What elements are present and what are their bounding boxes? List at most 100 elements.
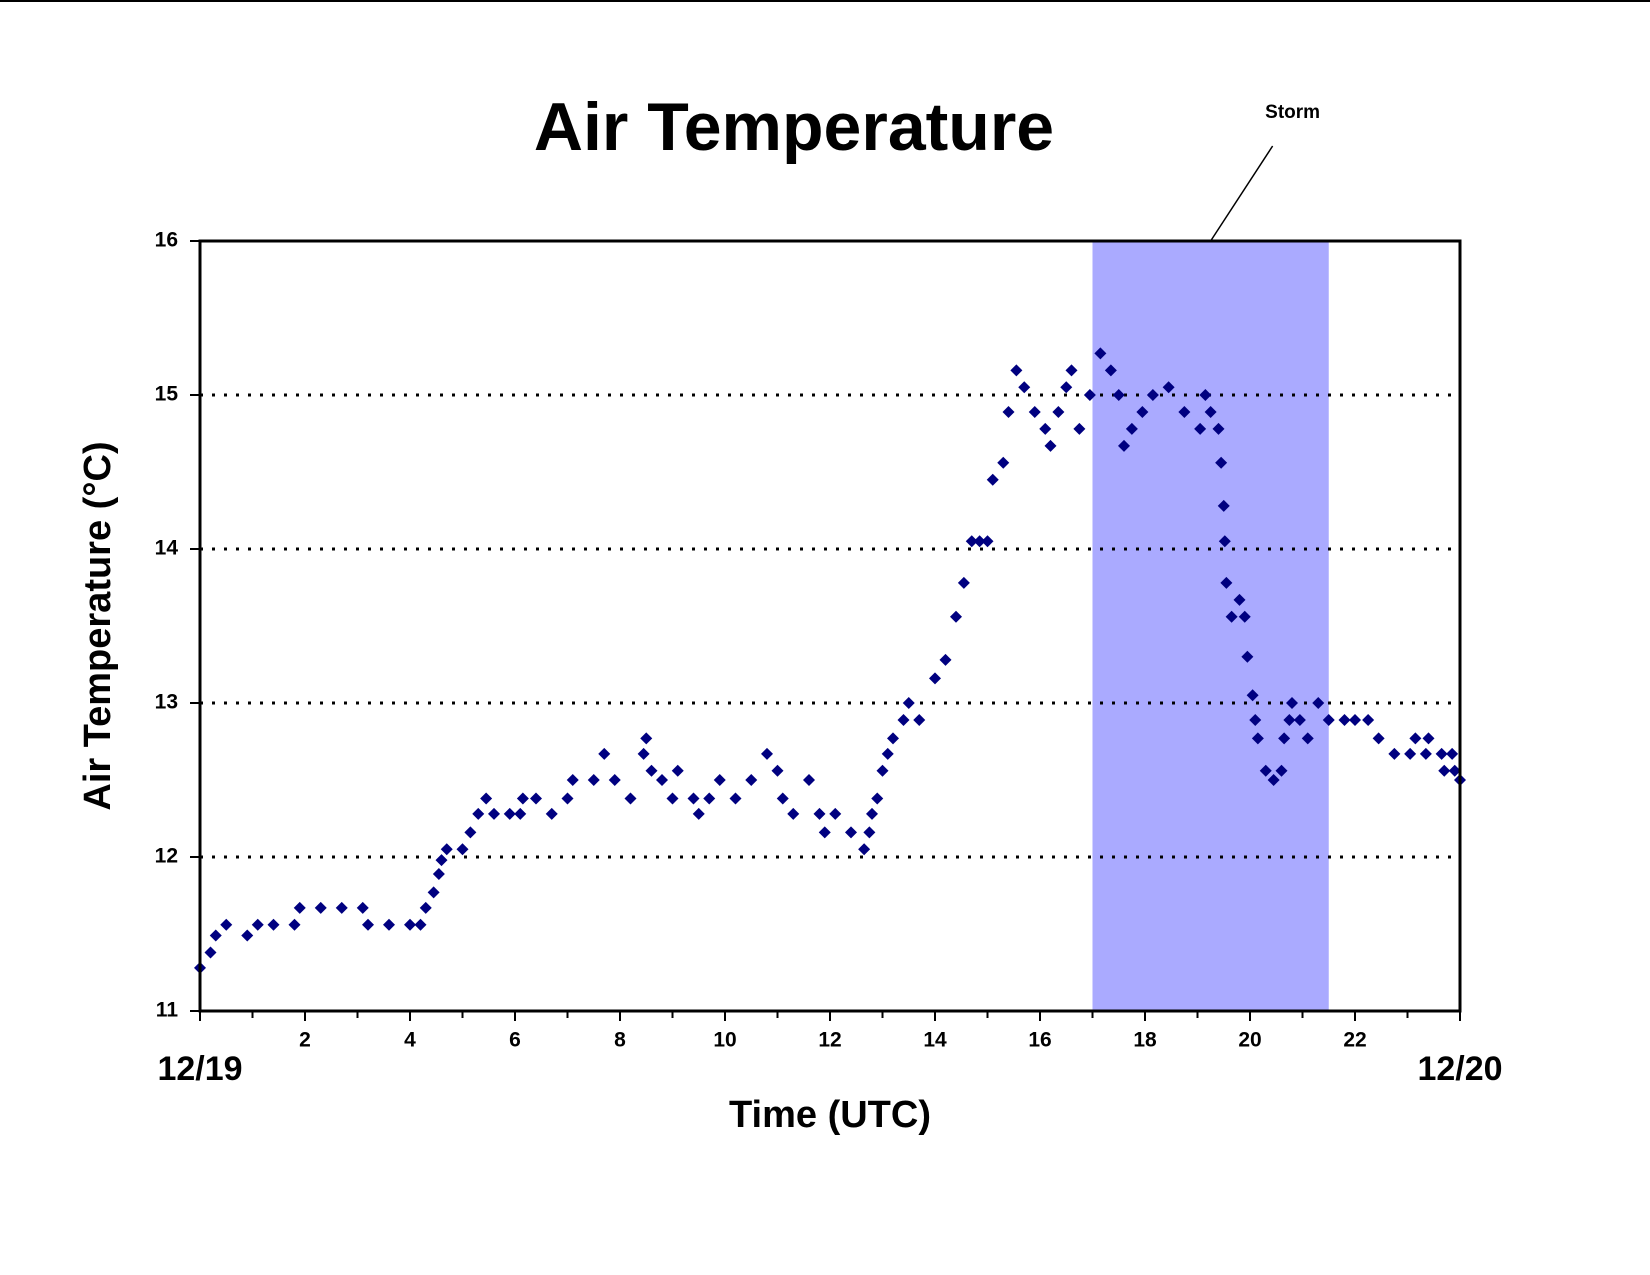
data-point — [472, 807, 485, 820]
data-point — [871, 792, 884, 805]
x-tick-label: 2 — [299, 1029, 311, 1052]
x-tick-label: 16 — [1028, 1029, 1051, 1052]
data-point — [957, 576, 970, 589]
data-point — [624, 792, 637, 805]
data-point — [1028, 405, 1041, 418]
data-point — [1246, 689, 1259, 702]
data-point — [666, 792, 679, 805]
data-point — [1073, 422, 1086, 435]
data-point — [939, 653, 952, 666]
data-point — [1312, 697, 1325, 709]
y-tick-label: 14 — [155, 537, 179, 560]
data-point — [516, 792, 529, 805]
data-point — [1065, 364, 1078, 377]
data-point — [503, 807, 516, 820]
data-point — [1275, 764, 1288, 777]
data-point — [427, 886, 440, 899]
data-point — [1199, 389, 1212, 401]
data-point — [1044, 439, 1057, 452]
data-point — [209, 929, 222, 942]
data-point — [986, 473, 999, 486]
x-date-label: 12/19 — [157, 1050, 242, 1088]
data-point — [671, 764, 684, 777]
data-point — [692, 807, 705, 820]
data-point — [1278, 732, 1291, 745]
data-point — [845, 826, 857, 839]
data-point — [1419, 747, 1432, 760]
data-point — [981, 535, 994, 548]
data-point — [1293, 713, 1306, 726]
data-point — [1283, 713, 1296, 726]
data-point — [771, 764, 784, 777]
data-point — [1241, 650, 1254, 663]
y-tick-label: 13 — [155, 691, 178, 714]
data-point — [241, 929, 254, 942]
data-point — [356, 901, 369, 914]
data-point — [729, 792, 742, 805]
data-point — [1125, 422, 1138, 435]
data-point — [1039, 422, 1052, 435]
data-point — [267, 918, 280, 931]
data-point — [1362, 713, 1375, 726]
plot-frame — [198, 239, 1462, 1013]
data-point — [1194, 422, 1207, 435]
data-point — [1446, 747, 1459, 760]
y-tick-label: 11 — [156, 999, 179, 1022]
annotation-leader — [1209, 145, 1274, 242]
data-point — [776, 792, 789, 805]
y-tick-label: 16 — [155, 229, 178, 252]
data-point — [973, 535, 986, 548]
data-point — [1010, 364, 1023, 377]
data-point — [488, 807, 500, 820]
data-point — [866, 807, 878, 820]
data-point — [530, 792, 542, 805]
data-point — [1112, 389, 1125, 401]
data-point — [881, 747, 894, 760]
data-point — [587, 774, 600, 786]
data-point — [435, 854, 448, 867]
data-point — [637, 747, 650, 760]
data-point — [1422, 732, 1435, 745]
data-point — [204, 946, 217, 959]
x-axis-label: Time (UTC) — [729, 1094, 931, 1136]
data-point — [1286, 697, 1298, 709]
data-point — [314, 901, 327, 914]
data-point — [220, 918, 233, 931]
data-point — [383, 918, 395, 931]
data-point — [703, 792, 716, 805]
data-point — [887, 732, 899, 745]
x-tick-label: 6 — [509, 1029, 521, 1052]
x-tick-label: 12 — [818, 1029, 841, 1052]
data-point — [1301, 732, 1314, 745]
data-point — [1435, 747, 1448, 760]
data-point — [803, 774, 815, 786]
data-point — [997, 456, 1010, 469]
data-point — [929, 672, 941, 685]
data-point — [1322, 713, 1335, 726]
data-point — [1220, 576, 1233, 589]
data-point — [897, 713, 910, 726]
y-tick-label: 12 — [155, 845, 178, 868]
data-point — [829, 807, 842, 820]
data-point — [404, 918, 416, 931]
data-point — [818, 826, 831, 839]
data-point — [1215, 456, 1228, 469]
data-point — [1409, 732, 1422, 745]
data-point — [965, 535, 978, 548]
data-point — [1267, 774, 1280, 786]
data-point — [1162, 381, 1175, 394]
data-point — [902, 697, 915, 709]
data-point — [335, 901, 348, 914]
data-point — [745, 774, 758, 786]
data-point — [362, 918, 374, 931]
x-tick-label: 18 — [1133, 1029, 1157, 1052]
data-point — [1060, 381, 1073, 394]
data-point — [1251, 732, 1264, 745]
x-tick-label: 22 — [1343, 1029, 1366, 1052]
data-point — [440, 843, 453, 856]
data-point — [1404, 747, 1417, 760]
data-point — [1388, 747, 1401, 760]
data-point — [713, 774, 726, 786]
data-point — [858, 843, 871, 856]
data-point — [514, 807, 527, 820]
